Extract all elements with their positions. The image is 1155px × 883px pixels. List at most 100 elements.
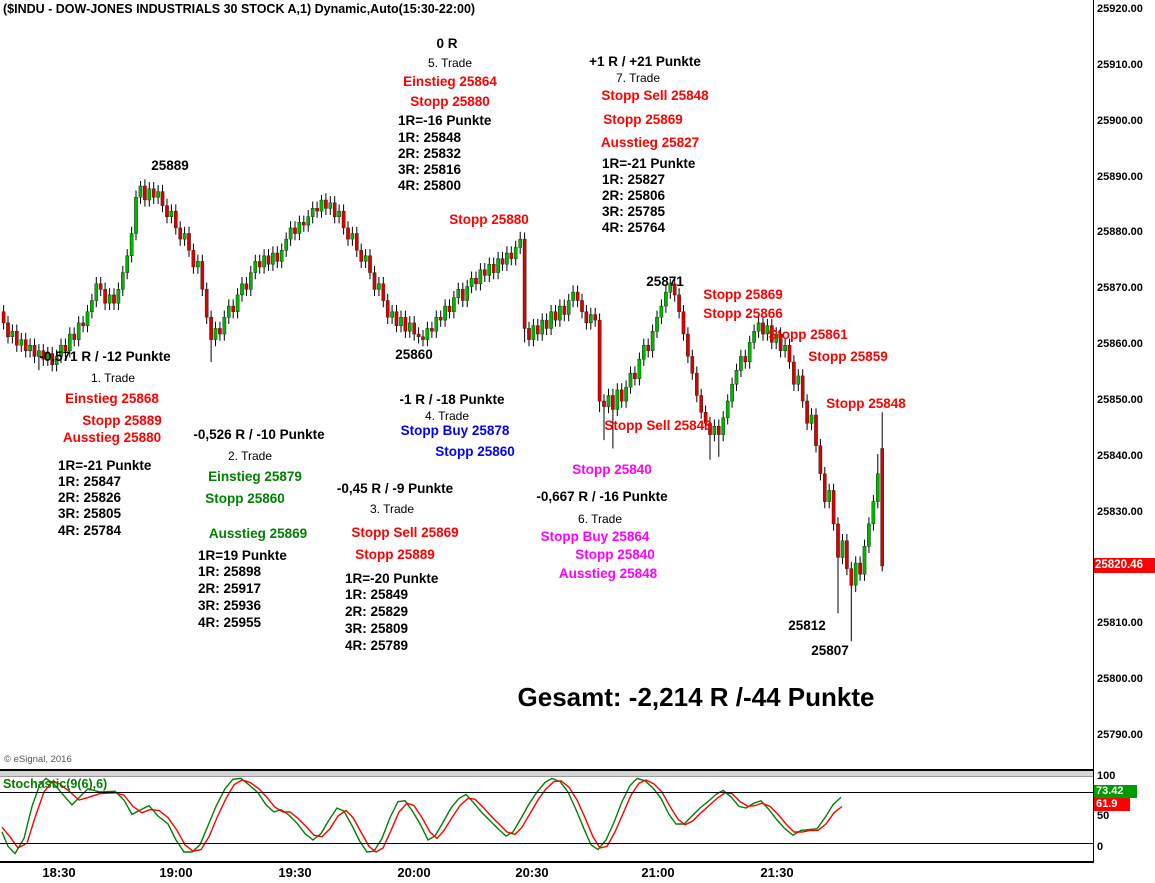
annotation-label: 1R=-20 Punkte (345, 571, 439, 586)
stochastic-chart[interactable] (0, 776, 1093, 861)
annotation-label: 25871 (646, 274, 684, 289)
annotation-label: +1 R / +21 Punkte (589, 54, 701, 69)
stochastic-lower-level-line (0, 843, 1093, 844)
price-axis-label: 25920.00 (1097, 3, 1143, 16)
time-axis-label: 20:00 (397, 865, 431, 880)
annotation-label: 1R=-21 Punkte (58, 458, 152, 473)
annotation-label: Stopp 25866 (703, 306, 783, 321)
annotation-label: 25812 (788, 618, 826, 633)
annotation-label: 1R: 25849 (345, 587, 409, 602)
price-axis-label: 25880.00 (1097, 226, 1143, 239)
annotation-label: 25860 (395, 347, 433, 362)
annotation-label: 1R=-21 Punkte (602, 156, 696, 171)
annotation-label: Stopp 25869 (603, 112, 683, 127)
last-price-badge: 25820.46 (1094, 558, 1155, 573)
stochastic-green-value-badge: 73.42 (1094, 785, 1137, 798)
price-axis-label: 25850.00 (1097, 394, 1143, 407)
annotation-label: 3. Trade (369, 502, 415, 516)
price-axis-label: 25840.00 (1097, 449, 1143, 462)
annotation-label: 3R: 25936 (198, 598, 262, 613)
annotation-label: Stopp Sell 25848 (601, 88, 709, 103)
annotation-label: Stopp 25840 (575, 547, 655, 562)
annotation-label: Einstieg 25864 (403, 74, 497, 89)
annotation-label: 4R: 25764 (602, 220, 666, 235)
pane-divider-line (0, 769, 1093, 771)
stochastic-upper-level-line (0, 792, 1093, 793)
candlestick-chart[interactable] (0, 0, 1093, 763)
copyright-credit: © eSignal, 2016 (4, 754, 72, 765)
annotation-label: 2R: 25806 (602, 188, 666, 203)
annotation-label: Ausstieg 25827 (600, 135, 700, 150)
annotation-label: Stopp 25889 (82, 413, 162, 428)
annotation-label: Stopp 25880 (449, 212, 529, 227)
annotation-label: 1R: 25848 (398, 130, 462, 145)
stochastic-scale-0: 0 (1097, 841, 1104, 853)
annotation-label: Einstieg 25868 (65, 391, 159, 406)
annotation-label: 1R=19 Punkte (198, 548, 287, 563)
chart-title: ($INDU - DOW-JONES INDUSTRIALS 30 STOCK … (3, 2, 476, 16)
annotation-label: Stopp 25859 (808, 349, 888, 364)
price-axis-label: 25830.00 (1097, 505, 1143, 518)
annotation-label: 1R: 25898 (198, 564, 262, 579)
annotation-label: 2R: 25829 (345, 604, 409, 619)
annotation-label: 2R: 25826 (58, 490, 122, 505)
annotation-label: 3R: 25805 (58, 506, 122, 521)
annotation-label: 3R: 25809 (345, 621, 409, 636)
annotation-label: Stopp 25860 (435, 444, 515, 459)
time-axis-label: 21:30 (760, 865, 794, 880)
time-axis-label: 20:30 (515, 865, 549, 880)
stochastic-scale-100: 100 (1097, 770, 1116, 782)
annotation-label: Stopp Sell 25848 (604, 418, 712, 433)
time-axis-label: 21:00 (641, 865, 675, 880)
annotation-label: Stopp 25889 (355, 547, 435, 562)
price-axis-line (1093, 0, 1094, 863)
annotation-label: Stopp 25848 (826, 396, 906, 411)
annotation-label: 1R=-16 Punkte (398, 113, 492, 128)
time-axis-label: 18:30 (42, 865, 76, 880)
annotation-label: 7. Trade (615, 71, 661, 85)
annotation-label: 2. Trade (227, 449, 273, 463)
annotation-label: 3R: 25785 (602, 204, 666, 219)
annotation-label: 3R: 25816 (398, 162, 462, 177)
price-axis-label: 25800.00 (1097, 673, 1143, 686)
annotation-label: Stopp 25869 (703, 287, 783, 302)
annotation-label: Einstieg 25879 (208, 469, 302, 484)
annotation-label: 5. Trade (427, 56, 473, 70)
annotation-label: -1 R / -18 Punkte (399, 392, 505, 407)
annotation-label: -0,571 R / -12 Punkte (39, 349, 171, 364)
price-axis-label: 25860.00 (1097, 338, 1143, 351)
annotation-label: 6. Trade (577, 512, 623, 526)
price-axis-label: 25870.00 (1097, 282, 1143, 295)
price-axis-label: 25890.00 (1097, 170, 1143, 183)
stochastic-title: Stochastic(9(6),6) (3, 777, 108, 791)
annotation-label: 4. Trade (424, 409, 470, 423)
annotation-label: 25889 (151, 158, 189, 173)
pane-splitter-handle[interactable] (0, 771, 1093, 777)
annotation-label: 4R: 25789 (345, 638, 409, 653)
stochastic-red-value-badge: 61.9 (1094, 798, 1130, 811)
annotation-label: 2R: 25917 (198, 581, 262, 596)
annotation-label: Stopp 25861 (768, 327, 848, 342)
annotation-label: Stopp 25840 (572, 462, 652, 477)
annotation-label: -0,45 R / -9 Punkte (336, 481, 454, 496)
annotation-label: 4R: 25800 (398, 178, 462, 193)
price-axis-label: 25790.00 (1097, 729, 1143, 742)
annotation-label: Ausstieg 25880 (62, 430, 162, 445)
annotation-label: 0 R (436, 36, 458, 51)
annotation-label: Stopp Buy 25878 (400, 423, 510, 438)
annotation-label: -0,667 R / -16 Punkte (536, 489, 668, 504)
time-axis-label: 19:00 (159, 865, 193, 880)
stochastic-scale-50: 50 (1097, 810, 1110, 822)
time-axis-label: 19:30 (278, 865, 312, 880)
price-axis-label: 25900.00 (1097, 114, 1143, 127)
annotation-label: 1R: 25827 (602, 172, 666, 187)
annotation-label: -0,526 R / -10 Punkte (193, 427, 325, 442)
price-axis-label: 25910.00 (1097, 58, 1143, 71)
annotation-label: 1. Trade (90, 371, 136, 385)
annotation-label: Stopp 25860 (205, 491, 285, 506)
annotation-label: Stopp Buy 25864 (540, 529, 650, 544)
annotation-label: Ausstieg 25848 (558, 566, 658, 581)
price-axis-label: 25810.00 (1097, 617, 1143, 630)
annotation-label: Stopp 25880 (410, 94, 490, 109)
